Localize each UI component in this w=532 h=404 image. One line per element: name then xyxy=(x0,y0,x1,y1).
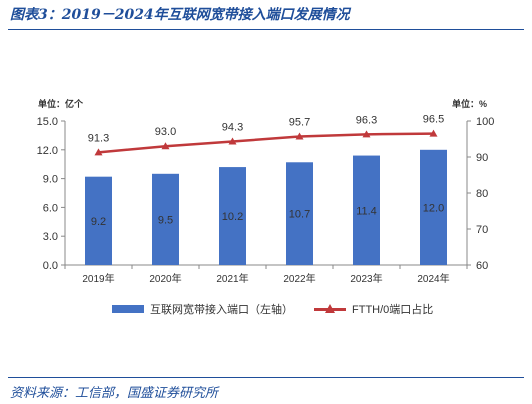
bar-value-label: 9.2 xyxy=(91,216,106,228)
x-tick-label: 2024年 xyxy=(417,272,449,285)
bar-2024年 xyxy=(420,149,447,265)
ftth-value-label: 96.5 xyxy=(423,114,444,126)
left-tick-label: 15.0 xyxy=(37,116,58,128)
chart-legend: 互联网宽带接入端口（左轴） FTTH/0端口占比 xyxy=(70,299,500,319)
x-tick-label: 2019年 xyxy=(82,272,114,285)
bar-2019年 xyxy=(85,176,112,265)
ftth-value-label: 91.3 xyxy=(88,132,109,144)
x-tick-label: 2023年 xyxy=(350,272,382,285)
bar-value-label: 12.0 xyxy=(423,202,444,214)
left-axis-unit: 单位：亿个 xyxy=(38,98,84,109)
left-tick-label: 6.0 xyxy=(43,202,58,214)
x-tick-label: 2021年 xyxy=(216,272,248,285)
ftth-value-label: 94.3 xyxy=(222,122,243,134)
ftth-line xyxy=(98,132,434,154)
bar-2022年 xyxy=(286,162,313,265)
ftth-value-label: 93.0 xyxy=(155,126,176,138)
left-tick-label: 12.0 xyxy=(37,145,58,157)
title-divider xyxy=(8,29,524,30)
ftth-marker xyxy=(295,132,304,140)
x-tick-label: 2022年 xyxy=(283,272,315,285)
legend-bar-label: 互联网宽带接入端口（左轴） xyxy=(150,304,293,316)
bar-2021年 xyxy=(219,167,246,265)
ftth-value-label: 96.3 xyxy=(356,114,377,126)
ftth-value-label: 95.7 xyxy=(289,116,310,128)
right-tick-label: 60 xyxy=(476,260,488,272)
bar-value-label: 11.4 xyxy=(356,205,377,217)
right-axis-unit: 单位：% xyxy=(452,98,487,109)
ftth-marker xyxy=(429,129,438,137)
bar-value-label: 10.7 xyxy=(289,209,310,221)
bar-value-label: 10.2 xyxy=(222,211,243,223)
footer-divider xyxy=(8,377,524,378)
bar-2020年 xyxy=(152,173,179,265)
x-tick-label: 2020年 xyxy=(149,272,181,285)
figure-title: 图表3：2019－2024年互联网宽带接入端口发展情况 xyxy=(10,7,350,23)
ftth-marker xyxy=(228,137,237,145)
right-tick-label: 100 xyxy=(476,116,494,128)
left-tick-label: 0.0 xyxy=(43,260,58,272)
legend-line-swatch xyxy=(314,303,346,315)
right-tick-label: 90 xyxy=(476,152,488,164)
bar-value-label: 9.5 xyxy=(158,214,173,226)
right-tick-label: 80 xyxy=(476,188,488,200)
ftth-marker xyxy=(362,130,371,138)
legend-bar-swatch xyxy=(112,305,144,313)
ftth-marker xyxy=(94,148,103,156)
legend-item-line: FTTH/0端口占比 xyxy=(314,299,433,319)
bar-2023年 xyxy=(353,155,380,265)
legend-item-bar: 互联网宽带接入端口（左轴） xyxy=(112,299,293,319)
ftth-marker xyxy=(161,142,170,150)
left-tick-label: 3.0 xyxy=(43,231,58,243)
right-tick-label: 70 xyxy=(476,224,488,236)
legend-line-label: FTTH/0端口占比 xyxy=(352,304,434,316)
source-note: 资料来源：工信部，国盛证券研究所 xyxy=(10,386,219,401)
left-tick-label: 9.0 xyxy=(43,174,58,186)
